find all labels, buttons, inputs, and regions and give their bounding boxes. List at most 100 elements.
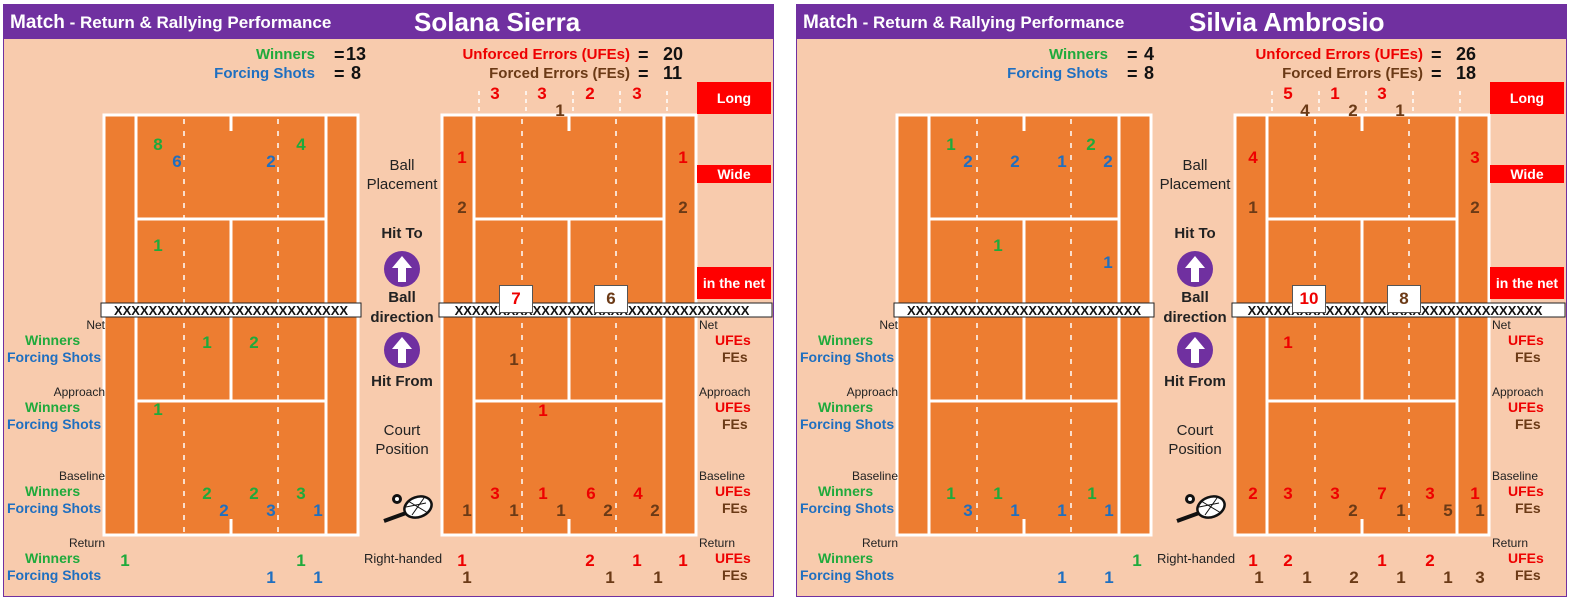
ball-placement-label-2: Placement [1159,176,1231,193]
long-label: Long [1490,82,1564,114]
return-label: Return [861,536,898,550]
stat-value: 1 [993,484,1003,503]
summary-fe-value: 18 [1456,63,1477,83]
net-ufe-box: 7 [499,285,533,313]
summary-eq: = [1431,64,1442,84]
stat-value: 1 [1248,198,1258,217]
net-label: Net [86,318,105,332]
stat-value: 3 [537,84,547,103]
right-handed-label: Right-handed [1157,551,1236,566]
stat-value: 3 [1283,484,1293,503]
stat-value: 6 [586,484,596,503]
stat-value: 4 [633,484,643,503]
stat-value: 1 [1475,501,1485,520]
stat-value: 1 [653,568,663,587]
long-zone-ticks [478,91,668,111]
ball-direction-label-1: Ball [388,289,416,306]
summary-eq: = [1127,45,1138,65]
stat-value: 2 [650,501,660,520]
stat-value: 2 [963,152,973,171]
stat-value: 1 [1443,568,1453,587]
wide-label: Wide [1490,165,1564,183]
player-panel-2: Match - Return & Rallying Performance Si… [796,4,1567,597]
net-ufe-box: 10 [1292,285,1326,313]
stat-value: 1 [457,551,467,570]
return-fes-label: FEs [722,567,748,583]
hit-to-label: Hit To [381,225,423,242]
title-bar: Match - Return & Rallying Performance Si… [797,5,1566,39]
stat-value: 1 [1330,84,1340,103]
summary-eq: = [1431,45,1442,65]
summary-fe-label: Forced Errors (FEs) [489,65,630,82]
arrow-up-icon [384,251,420,287]
summary-eq: = [1127,64,1138,84]
stat-value: 1 [1302,568,1312,587]
stat-value: 1 [1132,551,1142,570]
arrow-up-icon [1177,251,1213,287]
summary-winners-value: 4 [1143,44,1155,64]
hit-from-court: XXXXXXXXXXXXXXXXXXXXXXXXXXX [893,113,1155,537]
net-winners-label: Winners [25,332,81,348]
stat-value: 3 [296,484,306,503]
summary-eq: = [638,45,649,65]
baseline-forcing-label: Forcing Shots [7,500,102,516]
wide-label: Wide [697,165,771,183]
stat-value: 1 [1057,568,1067,587]
net-ufes-label: UFEs [715,332,751,348]
stat-value: 2 [1010,152,1020,171]
stat-value: 1 [153,400,163,419]
stat-value: 7 [1377,484,1387,503]
stat-value: 1 [1254,568,1264,587]
baseline-winners-label: Winners [818,483,874,499]
title-match: Match - Return & Rallying Performance [10,12,332,33]
stat-value: 2 [603,501,613,520]
stat-value: 2 [219,501,229,520]
right-handed-label: Right-handed [364,551,443,566]
stat-value: 2 [266,152,276,171]
approach-winners-label: Winners [818,399,874,415]
baseline-ufes-label: UFEs [715,483,751,499]
net-ufes-label: UFEs [1508,332,1544,348]
return-winners-label: Winners [818,550,874,566]
stat-value: 2 [1248,484,1258,503]
stat-value: 1 [313,501,323,520]
return-forcing-label: Forcing Shots [800,567,895,583]
stat-value: 1 [1395,101,1405,120]
stat-value: 1 [462,568,472,587]
stat-value: 2 [457,198,467,217]
stat-value: 1 [509,350,519,369]
stat-value: 3 [1470,148,1480,167]
stat-value: 3 [490,484,500,503]
baseline-label-right: Baseline [699,469,746,483]
in-the-net-label: in the net [697,267,771,299]
approach-forcing-label: Forcing Shots [7,416,102,432]
stat-value: 5 [1283,84,1293,103]
stat-value: 1 [1104,568,1114,587]
stat-value: 1 [509,501,519,520]
net-fe-box: 8 [1387,285,1421,313]
baseline-label: Baseline [58,469,105,483]
summary-ufe-value: 26 [1456,44,1477,64]
baseline-ufes-label: UFEs [1508,483,1544,499]
return-fes-label: FEs [1515,567,1541,583]
stat-value: 1 [1103,253,1113,272]
stat-value: 2 [249,333,259,352]
return-winners-label: Winners [25,550,81,566]
summary-winners-label: Winners [255,46,315,63]
stat-value: 1 [1057,152,1067,171]
stat-value: 1 [946,135,956,154]
summary-forcing-label: Forcing Shots [214,65,315,82]
ball-direction-label-1: Ball [1181,289,1209,306]
title-bar: Match - Return & Rallying Performance So… [4,5,773,39]
net-label: Net [879,318,898,332]
stat-value: 3 [1330,484,1340,503]
title-match: Match - Return & Rallying Performance [803,12,1125,33]
stat-value: 5 [1443,501,1453,520]
hit-from-label: Hit From [1164,373,1226,390]
stat-value: 4 [1248,148,1258,167]
approach-fes-label: FEs [722,416,748,432]
long-zone-ticks [1271,91,1461,111]
stat-value: 3 [1475,568,1485,587]
net-forcing-label: Forcing Shots [7,349,102,365]
stat-value: 1 [538,484,548,503]
